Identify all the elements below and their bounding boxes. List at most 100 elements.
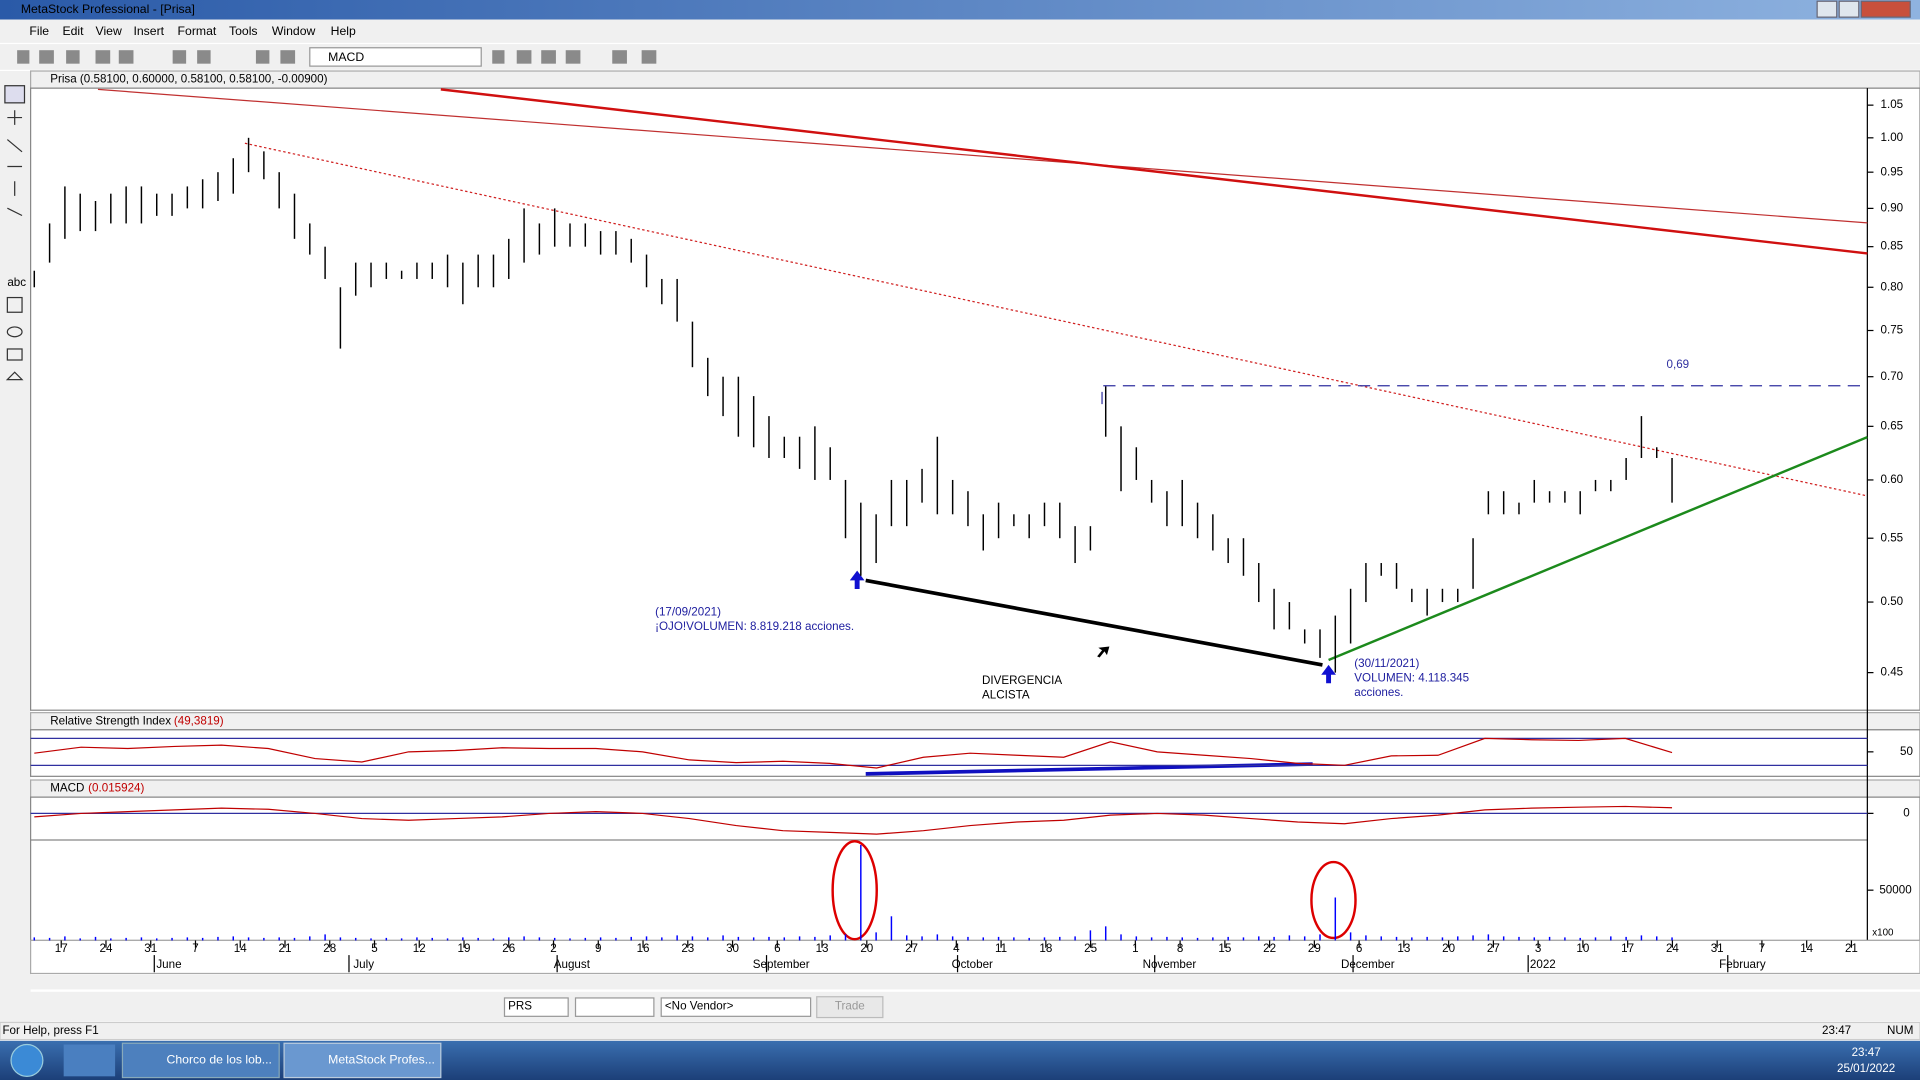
macd-reading: (0.015924) (88, 782, 144, 795)
date-label: 28 (323, 942, 336, 955)
pane-header (30, 779, 1920, 798)
date-label: 1 (1132, 942, 1138, 955)
price-pane (30, 87, 1920, 711)
y-tick-label: 0.65 (1881, 419, 1904, 432)
y-tick-label: 0 (1903, 806, 1910, 819)
date-label: 27 (905, 942, 918, 955)
vendor-combo[interactable] (660, 997, 812, 1017)
window-controls[interactable] (1816, 0, 1911, 18)
status-mode: NUM (1887, 1024, 1913, 1037)
date-label: 21 (1845, 942, 1858, 955)
menu-item[interactable]: View (96, 24, 122, 38)
annotation: ¡OJO!VOLUMEN: 8.819.218 acciones. (655, 620, 854, 633)
symbol: PRS (508, 1000, 532, 1013)
status-time: 23:47 (1822, 1024, 1851, 1037)
menu-item[interactable]: Tools (229, 24, 258, 38)
y-tick-label: 1.05 (1881, 98, 1904, 111)
rsi-reading: (49,3819) (174, 714, 224, 727)
date-label: 16 (637, 942, 650, 955)
y-tick-label: 0.50 (1881, 595, 1904, 608)
date-label: 21 (279, 942, 292, 955)
y-tick-label: 50 (1900, 745, 1913, 758)
date-label: 15 (1218, 942, 1231, 955)
lower-pane (30, 796, 1920, 942)
text-tool[interactable]: abc (7, 276, 26, 289)
date-label: 25 (1084, 942, 1097, 955)
level-label: 0,69 (1667, 358, 1690, 371)
status-help: For Help, press F1 (2, 1024, 98, 1037)
date-label: 24 (1666, 942, 1679, 955)
month-label: November (1143, 958, 1197, 971)
annotation: (30/11/2021) (1354, 657, 1419, 670)
date-label: 3 (1535, 942, 1541, 955)
date-label: 4 (953, 942, 960, 955)
y-tick-label: 50000 (1879, 883, 1912, 896)
tool-strip (0, 71, 31, 1024)
scroll-bar[interactable] (0, 974, 1920, 990)
y-tick-label: 1.00 (1881, 131, 1904, 144)
date-label: 29 (1308, 942, 1321, 955)
date-label: 31 (144, 942, 157, 955)
date-label: 14 (1800, 942, 1813, 955)
date-label: 10 (1576, 942, 1589, 955)
menu-item[interactable]: Format (178, 24, 217, 38)
date-label: 8 (1177, 942, 1183, 955)
trade-button[interactable] (816, 996, 884, 1019)
volume-unit: x100 (1872, 928, 1894, 939)
start-button[interactable] (10, 1043, 44, 1077)
menu-item[interactable]: Edit (62, 24, 84, 38)
task-item[interactable] (121, 1042, 280, 1079)
symbol-box[interactable] (503, 997, 569, 1017)
annotation: (17/09/2021) (655, 605, 721, 618)
combo[interactable] (574, 997, 655, 1017)
y-tick-label: 0.85 (1881, 240, 1904, 253)
menu-item[interactable]: File (29, 24, 49, 38)
menu-item[interactable]: Help (331, 24, 356, 38)
month-label: February (1719, 958, 1766, 971)
date-label: 19 (458, 942, 471, 955)
toolbar-icons[interactable] (17, 50, 657, 64)
date-label: 12 (413, 942, 426, 955)
date-label: 11 (995, 942, 1007, 955)
macd-name: MACD (50, 782, 84, 795)
task-label: Chorco de los lob... (167, 1053, 272, 1067)
clock-date: 25/01/2022 (1837, 1062, 1895, 1075)
y-tick-label: 0.60 (1881, 473, 1904, 486)
date-label: 23 (681, 942, 694, 955)
indicator-combo[interactable] (309, 47, 482, 67)
menu-item[interactable]: Window (272, 24, 316, 38)
date-label: 7 (1759, 942, 1765, 955)
date-label: 14 (234, 942, 247, 955)
date-label: 22 (1263, 942, 1276, 955)
date-label: 5 (371, 942, 377, 955)
status-bar (0, 1021, 1920, 1041)
date-label: 27 (1487, 942, 1500, 955)
date-label: 30 (726, 942, 739, 955)
date-label: 6 (1356, 942, 1362, 955)
date-label: 20 (860, 942, 873, 955)
drawing-tools[interactable] (4, 85, 26, 381)
date-label: 17 (1621, 942, 1634, 955)
y-tick-label: 0.75 (1881, 324, 1904, 337)
date-label: 24 (100, 942, 113, 955)
menu-item[interactable]: Insert (133, 24, 164, 38)
date-label: 13 (816, 942, 829, 955)
y-tick-label: 0.55 (1881, 531, 1904, 544)
date-label: 31 (1711, 942, 1724, 955)
arrows (849, 570, 1336, 684)
y-tick-label: 0.90 (1881, 201, 1904, 214)
y-tick-label: 0.95 (1881, 165, 1904, 178)
trend-lines (97, 88, 1868, 941)
task-label: MetaStock Profes... (328, 1053, 435, 1067)
explorer-button[interactable] (63, 1044, 116, 1077)
date-label: 18 (1039, 942, 1052, 955)
annotation: VOLUMEN: 4.118.345 (1354, 671, 1469, 684)
date-axis (30, 939, 1920, 975)
task-item[interactable] (283, 1042, 442, 1079)
annotation: ALCISTA (982, 689, 1030, 702)
y-tick-label: 0.70 (1881, 370, 1904, 383)
month-label: 2022 (1530, 958, 1556, 971)
clock-time: 23:47 (1852, 1046, 1881, 1059)
